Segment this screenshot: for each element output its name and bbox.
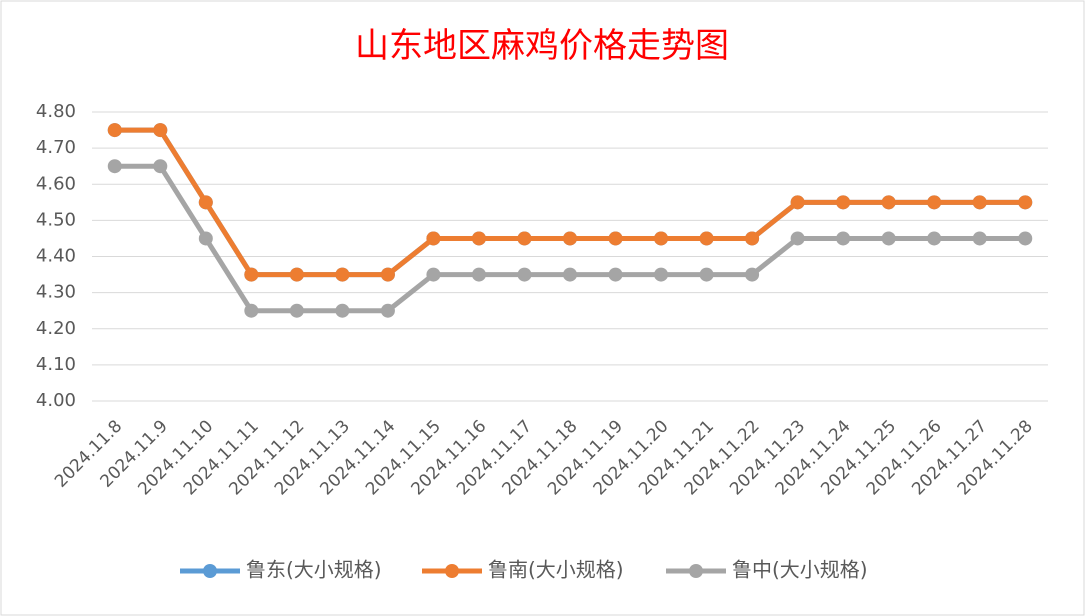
- series-marker: [1018, 231, 1033, 246]
- series-marker: [699, 231, 714, 246]
- series-marker: [335, 303, 350, 318]
- series-marker: [881, 231, 896, 246]
- series-marker: [335, 267, 350, 282]
- series-marker: [654, 267, 669, 282]
- series-marker: [289, 303, 304, 318]
- y-tick-label: 4.00: [36, 390, 76, 411]
- y-tick-label: 4.20: [36, 318, 76, 339]
- y-tick-label: 4.40: [36, 246, 76, 267]
- series-marker: [471, 267, 486, 282]
- series-marker: [517, 231, 532, 246]
- series-marker: [380, 267, 395, 282]
- legend-marker: [689, 564, 703, 578]
- series-marker: [745, 231, 760, 246]
- series-marker: [198, 195, 213, 210]
- legend-marker: [445, 564, 459, 578]
- series-marker: [1018, 195, 1033, 210]
- series-marker: [563, 231, 577, 246]
- y-tick-label: 4.50: [36, 209, 76, 230]
- y-tick-label: 4.70: [36, 137, 76, 158]
- legend-marker: [203, 564, 217, 578]
- y-tick-label: 4.60: [36, 173, 76, 194]
- chart-title: 山东地区麻鸡价格走势图: [355, 26, 729, 66]
- series-marker: [972, 231, 987, 246]
- series-marker: [380, 303, 395, 318]
- series-marker: [426, 267, 441, 282]
- series-marker: [654, 231, 669, 246]
- series-marker: [745, 267, 760, 282]
- series-marker: [927, 195, 942, 210]
- series-marker: [608, 231, 623, 246]
- series-marker: [153, 159, 168, 174]
- y-tick-label: 4.30: [36, 282, 76, 303]
- series-marker: [563, 267, 577, 282]
- y-tick-label: 4.80: [36, 101, 76, 122]
- legend-label: 鲁东(大小规格): [246, 558, 382, 582]
- series-marker: [972, 195, 987, 210]
- y-tick-label: 4.10: [36, 354, 76, 375]
- series-marker: [608, 267, 623, 282]
- series-marker: [471, 231, 486, 246]
- series-marker: [790, 231, 805, 246]
- series-marker: [289, 267, 304, 282]
- series-marker: [836, 231, 851, 246]
- series-marker: [881, 195, 896, 210]
- series-marker: [836, 195, 851, 210]
- series-marker: [517, 267, 532, 282]
- series-marker: [244, 267, 259, 282]
- series-marker: [426, 231, 441, 246]
- legend-label: 鲁南(大小规格): [488, 558, 624, 582]
- series-marker: [107, 159, 122, 174]
- series-marker: [790, 195, 805, 210]
- series-marker: [198, 231, 213, 246]
- series-marker: [107, 123, 122, 138]
- series-marker: [153, 123, 168, 138]
- series-marker: [927, 231, 942, 246]
- legend-label: 鲁中(大小规格): [732, 558, 868, 582]
- series-marker: [244, 303, 259, 318]
- series-marker: [699, 267, 714, 282]
